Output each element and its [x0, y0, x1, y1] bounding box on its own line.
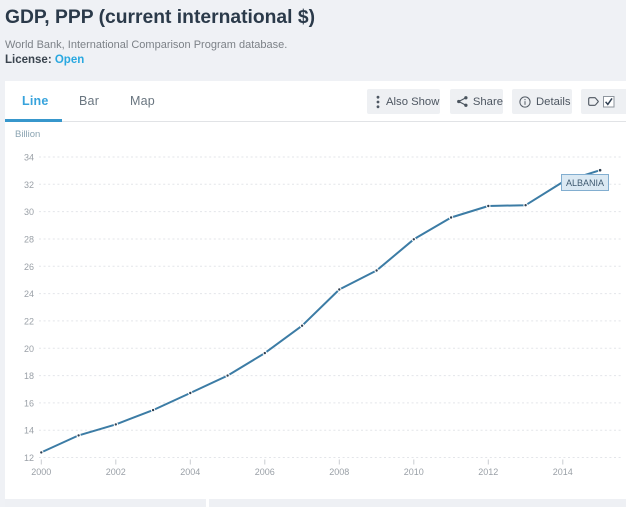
- svg-text:2006: 2006: [255, 467, 275, 477]
- svg-text:14: 14: [24, 426, 34, 436]
- svg-text:16: 16: [24, 398, 34, 408]
- svg-text:26: 26: [24, 262, 34, 272]
- svg-text:28: 28: [24, 235, 34, 245]
- svg-text:2008: 2008: [329, 467, 349, 477]
- svg-text:2010: 2010: [404, 467, 424, 477]
- svg-text:34: 34: [24, 153, 34, 163]
- svg-text:18: 18: [24, 371, 34, 381]
- svg-text:24: 24: [24, 289, 34, 299]
- svg-text:2002: 2002: [106, 467, 126, 477]
- svg-text:2004: 2004: [180, 467, 200, 477]
- svg-text:ALBANIA: ALBANIA: [566, 178, 604, 188]
- svg-text:22: 22: [24, 316, 34, 326]
- svg-text:32: 32: [24, 180, 34, 190]
- svg-text:12: 12: [24, 453, 34, 463]
- svg-text:30: 30: [24, 207, 34, 217]
- svg-text:2000: 2000: [31, 467, 51, 477]
- svg-text:20: 20: [24, 344, 34, 354]
- svg-text:2014: 2014: [553, 467, 573, 477]
- svg-text:2012: 2012: [478, 467, 498, 477]
